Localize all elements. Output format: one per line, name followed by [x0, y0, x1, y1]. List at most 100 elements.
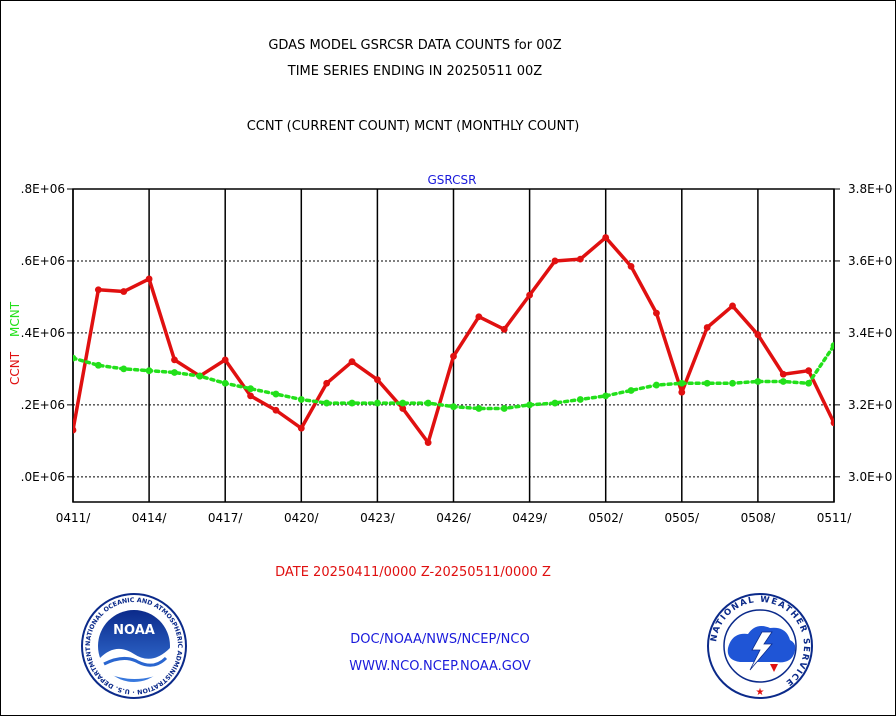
data-point-mcnt	[805, 379, 813, 387]
data-point-ccnt	[779, 370, 787, 378]
chart-series	[73, 234, 834, 447]
data-point-mcnt	[348, 399, 356, 407]
data-point-mcnt	[450, 403, 457, 411]
right-tick-label: 3.6E+0	[848, 254, 892, 268]
data-point-ccnt	[399, 405, 407, 412]
data-point-mcnt	[221, 379, 229, 387]
data-point-ccnt	[145, 275, 153, 283]
data-point-mcnt	[576, 396, 584, 403]
data-point-mcnt	[171, 369, 178, 376]
data-point-ccnt	[424, 439, 432, 447]
left-tick-label: .0E+06	[21, 470, 65, 484]
data-point-mcnt	[272, 390, 280, 398]
chart-grid	[72, 188, 835, 502]
x-tick-label: 0414/	[132, 511, 168, 525]
left-tick-label: .6E+06	[21, 254, 65, 268]
data-point-mcnt	[120, 365, 128, 373]
right-axis-ticks: 3.0E+0 3.2E+0 3.4E+0 3.6E+0 3.8E+0	[834, 182, 892, 484]
x-tick-label: 0511/	[817, 511, 853, 525]
data-point-ccnt	[805, 367, 813, 375]
data-point-ccnt	[500, 325, 508, 333]
data-point-mcnt	[323, 399, 331, 407]
data-point-ccnt	[450, 352, 457, 360]
data-point-mcnt	[602, 392, 610, 400]
data-point-mcnt	[196, 372, 204, 380]
date-range-label: DATE 20250411/0000 Z-20250511/0000 Z	[275, 565, 551, 580]
data-point-mcnt	[500, 405, 508, 412]
data-point-mcnt	[247, 385, 254, 393]
x-tick-label: 0502/	[588, 511, 624, 525]
data-point-ccnt	[729, 302, 736, 310]
data-point-mcnt	[703, 379, 711, 387]
footer-website: WWW.NCO.NCEP.NOAA.GOV	[349, 659, 531, 674]
left-tick-label: .4E+06	[21, 326, 65, 340]
data-point-mcnt	[754, 378, 762, 385]
data-point-ccnt	[602, 234, 610, 241]
data-point-mcnt	[526, 401, 533, 409]
chart-subtitle: CCNT (CURRENT COUNT) MCNT (MONTHLY COUNT…	[246, 119, 580, 134]
data-point-mcnt	[729, 379, 736, 387]
y-axis-label-ccnt: CCNT	[8, 351, 22, 385]
y-axis-label-mcnt: MCNT	[8, 301, 22, 337]
data-point-ccnt	[297, 424, 305, 432]
data-point-ccnt	[653, 309, 660, 317]
noaa-logo: NOAA NATIONAL OCEANIC AND ATMOSPHERIC AD…	[80, 592, 187, 699]
x-tick-label: 0426/	[436, 511, 472, 525]
data-point-mcnt	[475, 405, 483, 412]
data-point-ccnt	[171, 356, 178, 364]
data-point-ccnt	[475, 313, 483, 321]
footer-org-path: DOC/NOAA/NWS/NCEP/NCO	[350, 632, 530, 647]
x-tick-label: 0417/	[208, 511, 244, 525]
data-point-mcnt	[653, 381, 660, 389]
x-tick-label: 0505/	[665, 511, 701, 525]
data-point-mcnt	[297, 396, 305, 403]
x-tick-label: 0420/	[284, 511, 320, 525]
data-point-ccnt	[703, 324, 711, 331]
data-point-mcnt	[830, 342, 834, 349]
nws-logo: NATIONAL WEATHER SERVICE ★	[707, 593, 813, 699]
data-point-ccnt	[94, 286, 102, 294]
data-point-ccnt	[526, 291, 533, 299]
data-point-ccnt	[678, 388, 686, 396]
right-tick-label: 3.8E+0	[848, 182, 892, 196]
noaa-logo-text: NOAA	[113, 623, 155, 638]
data-point-ccnt	[73, 426, 77, 434]
x-tick-label: 0411/	[56, 511, 92, 525]
chart-title-line1: GDAS MODEL GSRCSR DATA COUNTS for 00Z	[268, 38, 562, 53]
data-point-mcnt	[424, 399, 432, 407]
x-axis-ticks: 0411/0414/0417/0420/0423/0426/0429/0502/…	[56, 511, 853, 525]
chart-title-line2: TIME SERIES ENDING IN 20250511 00Z	[287, 64, 543, 79]
x-tick-label: 0429/	[512, 511, 548, 525]
data-point-mcnt	[678, 379, 686, 387]
data-point-ccnt	[627, 262, 635, 270]
data-point-mcnt	[399, 399, 407, 407]
data-point-ccnt	[120, 288, 128, 295]
data-point-mcnt	[374, 399, 381, 407]
left-tick-label: .8E+06	[21, 182, 65, 196]
data-point-ccnt	[247, 392, 254, 400]
data-point-ccnt	[551, 257, 559, 265]
data-point-ccnt	[221, 356, 229, 364]
data-point-mcnt	[145, 367, 153, 375]
data-point-mcnt	[73, 354, 77, 362]
data-point-mcnt	[627, 387, 635, 394]
right-tick-label: 3.2E+0	[848, 398, 892, 412]
right-tick-label: 3.0E+0	[848, 470, 892, 484]
data-point-ccnt	[348, 358, 356, 366]
data-point-ccnt	[323, 379, 331, 387]
data-point-ccnt	[272, 406, 280, 414]
data-point-ccnt	[754, 331, 762, 339]
data-point-mcnt	[551, 399, 559, 407]
data-point-ccnt	[374, 376, 381, 384]
x-tick-label: 0423/	[360, 511, 396, 525]
plot-title: GSRCSR	[428, 173, 477, 187]
data-point-ccnt	[576, 255, 584, 263]
left-axis-ticks: .0E+06 .2E+06 .4E+06 .6E+06 .8E+06	[21, 182, 73, 484]
x-tick-label: 0508/	[741, 511, 777, 525]
right-tick-label: 3.4E+0	[848, 326, 892, 340]
data-point-mcnt	[779, 378, 787, 385]
data-point-ccnt	[830, 419, 834, 427]
data-point-mcnt	[94, 361, 102, 369]
left-tick-label: .2E+06	[21, 398, 65, 412]
